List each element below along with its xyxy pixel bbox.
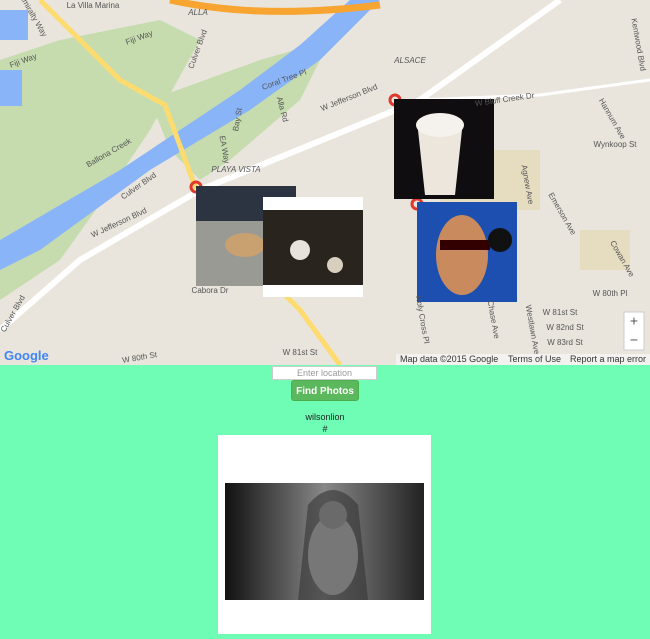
photo-card xyxy=(218,435,431,634)
street-label: W 80th Pl xyxy=(593,289,628,298)
street-label: ALSACE xyxy=(393,56,426,65)
street-label: Bay St xyxy=(231,106,244,132)
street-label: Wynkoop St xyxy=(593,140,637,149)
street-label: La Villa Marina xyxy=(67,1,120,10)
report-link[interactable]: Report a map error xyxy=(570,354,646,364)
hashtag: # xyxy=(322,424,328,434)
street-label: W 83rd St xyxy=(547,338,583,347)
map[interactable]: + − Google Map data ©2015 Google Terms o… xyxy=(0,0,650,365)
location-input[interactable]: Enter location xyxy=(272,366,377,380)
street-label: PLAYA VISTA xyxy=(211,165,260,174)
attribution: Map data ©2015 Google xyxy=(400,354,498,364)
find-photos-button[interactable]: Find Photos xyxy=(291,380,359,401)
photo-thumb[interactable] xyxy=(417,202,517,302)
google-logo: Google xyxy=(4,348,49,363)
photo-thumb[interactable] xyxy=(263,197,363,297)
photo-thumb[interactable] xyxy=(394,99,494,199)
street-label: W 81st St xyxy=(543,308,578,317)
street-label: W 81st St xyxy=(283,348,318,357)
terms-link[interactable]: Terms of Use xyxy=(508,354,561,364)
street-label: W 82nd St xyxy=(546,323,584,332)
photo xyxy=(225,483,424,600)
street-label: ALLA xyxy=(187,8,208,17)
street-label: Cabora Dr xyxy=(192,286,229,295)
username: wilsonlion xyxy=(305,412,345,422)
zoom-out[interactable]: − xyxy=(630,332,638,348)
zoom-control[interactable]: + − xyxy=(623,311,645,351)
zoom-in[interactable]: + xyxy=(630,313,638,329)
